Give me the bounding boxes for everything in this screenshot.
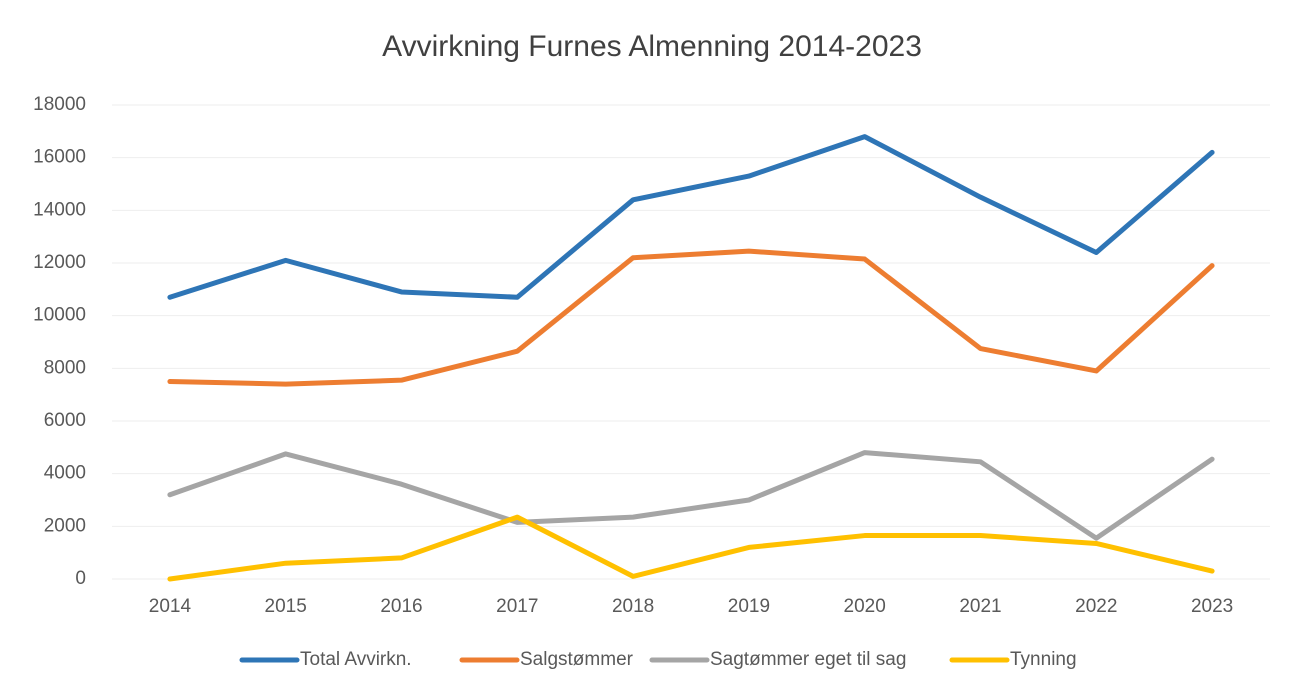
legend-label: Total Avvirkn. xyxy=(300,649,412,670)
line xyxy=(167,514,1215,582)
y-tick-label: 10000 xyxy=(33,305,86,326)
y-tick-label: 6000 xyxy=(44,410,86,431)
x-tick-label: 2015 xyxy=(265,596,307,617)
y-tick-label: 8000 xyxy=(44,357,86,378)
y-tick-label: 14000 xyxy=(33,199,86,220)
x-tick-label: 2019 xyxy=(728,596,770,617)
y-tick-label: 0 xyxy=(75,568,86,589)
y-tick-label: 18000 xyxy=(33,94,86,115)
x-tick-label: 2021 xyxy=(959,596,1001,617)
x-tick-label: 2017 xyxy=(496,596,538,617)
chart-title: Avvirkning Furnes Almenning 2014-2023 xyxy=(382,30,922,63)
legend-label: Sagtømmer eget til sag xyxy=(710,649,906,670)
x-tick-label: 2014 xyxy=(149,596,192,617)
legend-label: Tynning xyxy=(1010,649,1077,670)
y-tick-label: 16000 xyxy=(33,147,86,168)
y-tick-label: 12000 xyxy=(33,252,86,273)
x-tick-label: 2022 xyxy=(1075,596,1117,617)
line xyxy=(167,134,1215,300)
line xyxy=(167,450,1215,541)
x-tick-label: 2023 xyxy=(1191,596,1233,617)
line xyxy=(167,248,1215,387)
x-tick-label: 2018 xyxy=(612,596,654,617)
y-tick-label: 4000 xyxy=(44,463,86,484)
x-tick-label: 2016 xyxy=(380,596,422,617)
x-tick-label: 2020 xyxy=(844,596,886,617)
y-tick-label: 2000 xyxy=(44,515,86,536)
legend-label: Salgstømmer xyxy=(520,649,634,670)
